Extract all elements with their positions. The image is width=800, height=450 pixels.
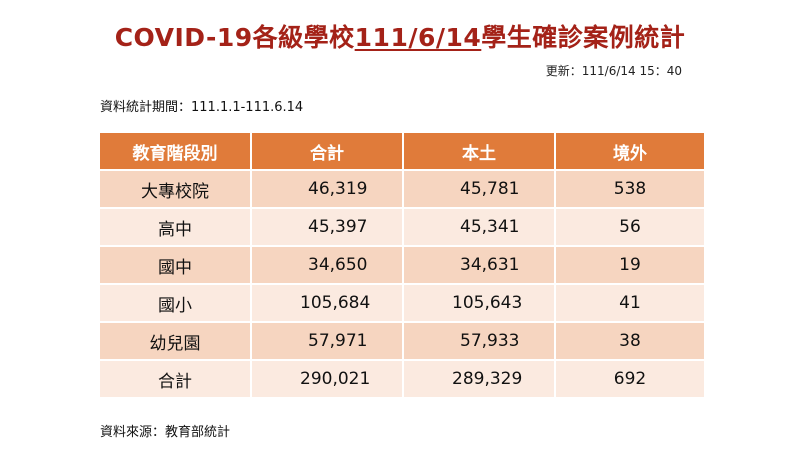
- cell-abroad: 38: [554, 321, 706, 361]
- cell-education-level: 高中: [98, 207, 252, 247]
- table-header-row: 教育階段別 合計 本土 境外: [98, 131, 706, 171]
- update-timestamp: 更新：111/6/14 15：40: [545, 64, 682, 78]
- cell-education-level: 幼兒園: [98, 321, 252, 361]
- table-row: 合計 290,021 289,329 692: [98, 359, 706, 399]
- cell-total: 46,319: [250, 169, 404, 209]
- cell-local: 105,643: [402, 283, 556, 323]
- header-abroad: 境外: [554, 131, 706, 171]
- cell-abroad: 692: [554, 359, 706, 399]
- page-title: COVID-19各級學校111/6/14學生確診案例統計: [0, 18, 800, 54]
- cell-education-level: 國小: [98, 283, 252, 323]
- cell-local: 57,933: [402, 321, 556, 361]
- cell-local: 45,341: [402, 207, 556, 247]
- cell-total: 45,397: [250, 207, 404, 247]
- cell-total: 57,971: [250, 321, 404, 361]
- cell-education-level: 國中: [98, 245, 252, 285]
- cell-abroad: 538: [554, 169, 706, 209]
- cell-local: 289,329: [402, 359, 556, 399]
- cell-local: 45,781: [402, 169, 556, 209]
- title-prefix: COVID-19各級學校: [114, 23, 355, 52]
- table-row: 高中 45,397 45,341 56: [98, 207, 706, 247]
- student-cases-table: 教育階段別 合計 本土 境外 大專校院 46,319 45,781 538 高中…: [98, 131, 706, 399]
- cell-local: 34,631: [402, 245, 556, 285]
- cell-education-level: 合計: [98, 359, 252, 399]
- cell-abroad: 41: [554, 283, 706, 323]
- header-total: 合計: [250, 131, 404, 171]
- table-row: 國小 105,684 105,643 41: [98, 283, 706, 323]
- cell-total: 34,650: [250, 245, 404, 285]
- cell-education-level: 大專校院: [98, 169, 252, 209]
- table-row: 幼兒園 57,971 57,933 38: [98, 321, 706, 361]
- cell-total: 105,684: [250, 283, 404, 323]
- table-row: 國中 34,650 34,631 19: [98, 245, 706, 285]
- title-suffix: 學生確診案例統計: [481, 23, 686, 52]
- cell-abroad: 19: [554, 245, 706, 285]
- header-local: 本土: [402, 131, 556, 171]
- title-date: 111/6/14: [354, 23, 482, 52]
- cell-total: 290,021: [250, 359, 404, 399]
- data-source-note: 資料來源：教育部統計: [100, 425, 231, 440]
- statistics-period: 資料統計期間：111.1.1-111.6.14: [100, 100, 304, 115]
- cell-abroad: 56: [554, 207, 706, 247]
- table-row: 大專校院 46,319 45,781 538: [98, 169, 706, 209]
- header-education-level: 教育階段別: [98, 131, 252, 171]
